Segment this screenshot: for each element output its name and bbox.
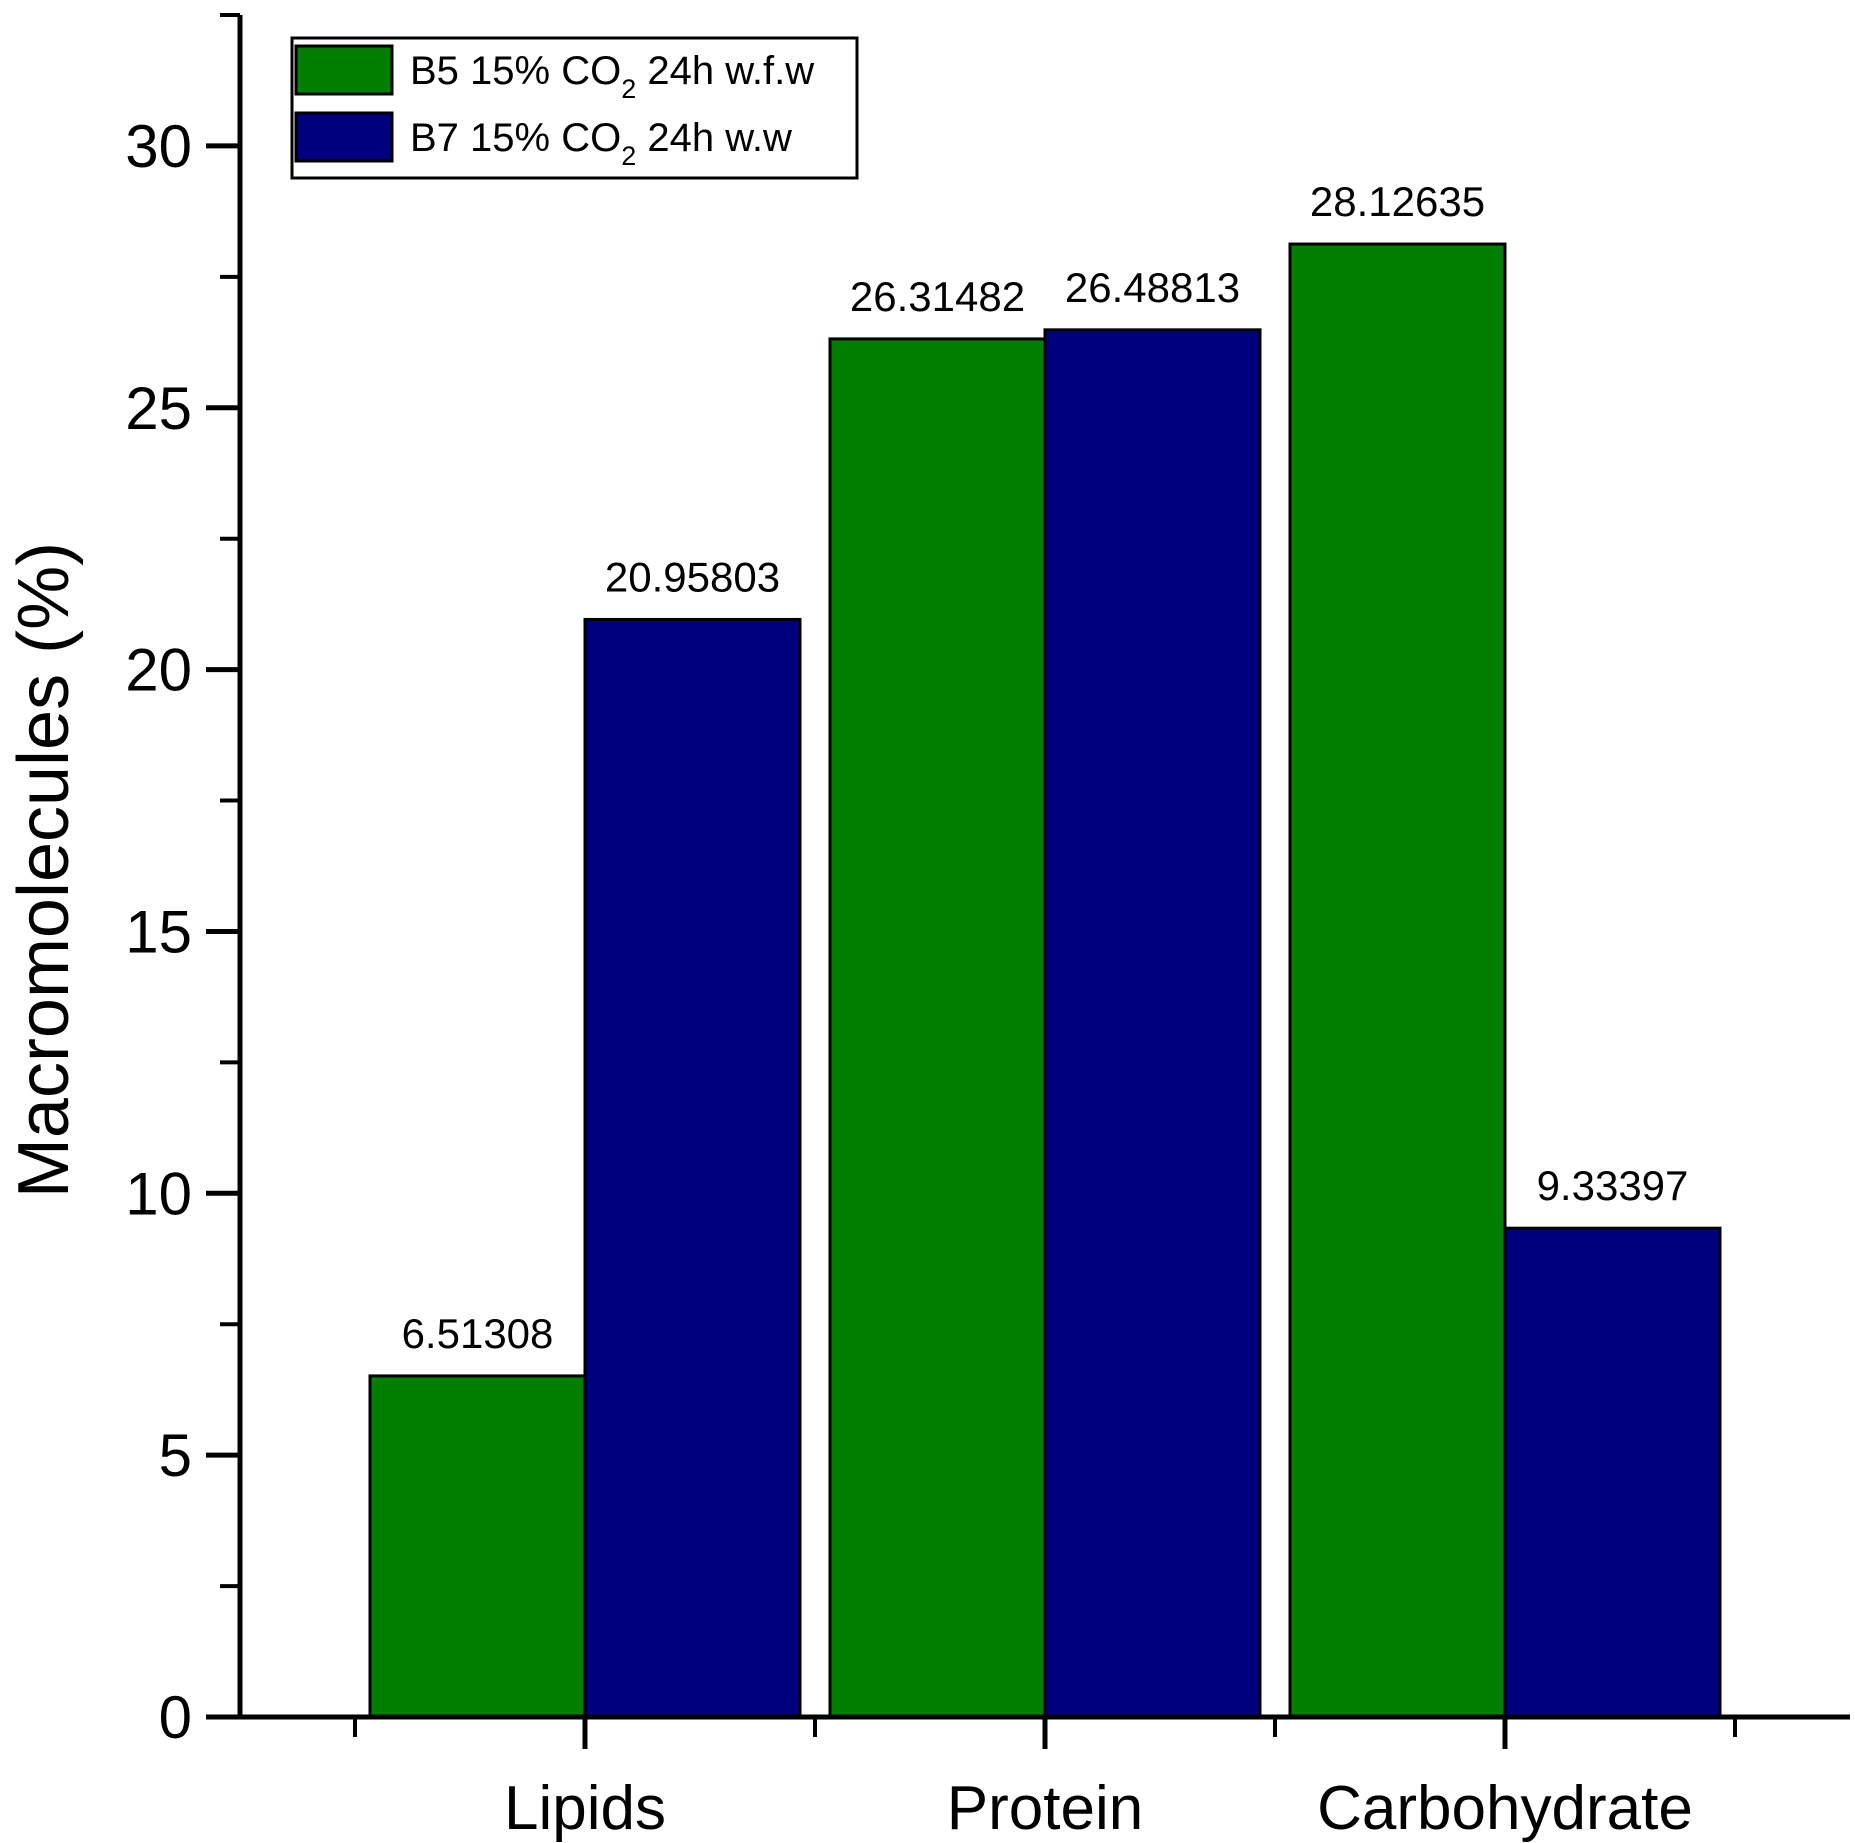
legend-label-b5: B5 15% CO2 24h w.f.w — [410, 49, 814, 104]
legend-swatch-b7 — [294, 111, 394, 163]
y-tick-label: 15 — [125, 898, 192, 965]
y-tick-label: 10 — [125, 1160, 192, 1227]
y-tick-label: 20 — [125, 637, 192, 704]
legend: B5 15% CO2 24h w.f.w B7 15% CO2 24h w.w — [290, 36, 859, 180]
bar-b7-lipids — [583, 617, 802, 1719]
y-axis-label: Macromolecules (%) — [4, 542, 84, 1198]
data-label: 26.48813 — [1065, 264, 1240, 311]
legend-label-b7: B7 15% CO2 24h w.w — [410, 116, 792, 171]
data-label: 26.31482 — [850, 273, 1025, 320]
data-label: 28.12635 — [1310, 178, 1485, 225]
y-tick-label: 30 — [125, 113, 192, 180]
bar-b7-carbohydrate — [1503, 1226, 1722, 1719]
y-tick-label: 0 — [159, 1684, 192, 1751]
bar-b5-protein — [828, 337, 1047, 1719]
bar-b5-carbohydrate — [1288, 242, 1507, 1719]
data-label: 20.95803 — [605, 553, 780, 600]
labels-layer: 6.51308 26.31482 28.12635 20.95803 26.48813 9… — [125, 113, 1693, 1843]
bar-b5-lipids — [368, 1374, 587, 1719]
data-label: 6.51308 — [402, 1310, 554, 1357]
legend-swatch-b5 — [294, 44, 394, 96]
x-tick-label-carbohydrate: Carbohydrate — [1317, 1774, 1693, 1843]
bars-layer — [368, 242, 1722, 1719]
axes-layer — [206, 13, 1850, 1749]
y-tick-label: 5 — [159, 1422, 192, 1489]
y-tick-label: 25 — [125, 375, 192, 442]
bar-b7-protein — [1043, 328, 1262, 1719]
x-tick-label-protein: Protein — [947, 1774, 1143, 1843]
x-tick-label-lipids: Lipids — [504, 1774, 666, 1843]
data-label: 9.33397 — [1537, 1162, 1689, 1209]
